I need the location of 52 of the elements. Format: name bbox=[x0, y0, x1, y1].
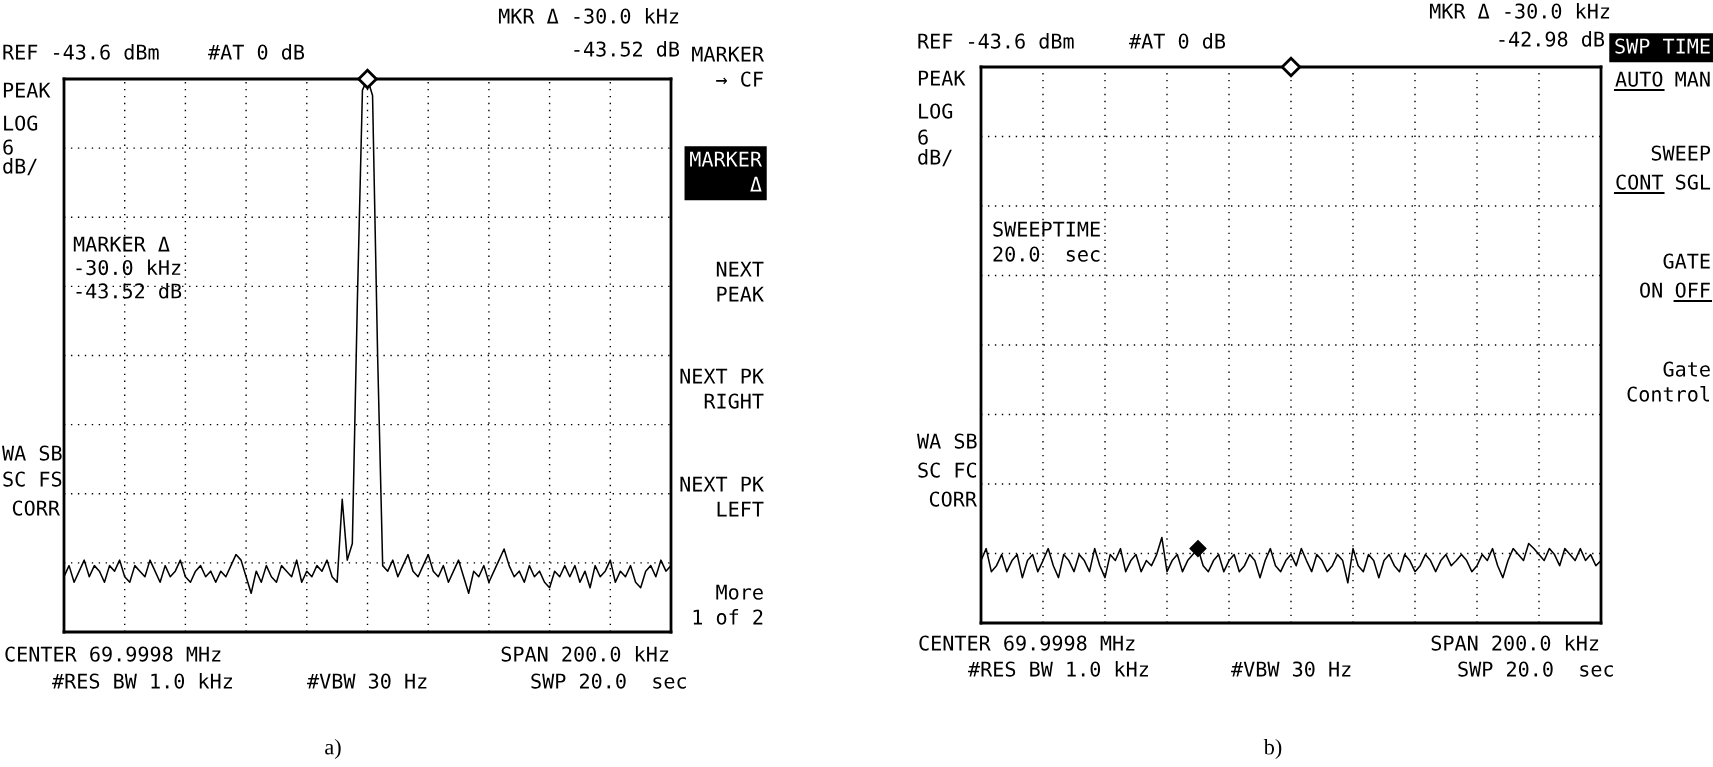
text: ON bbox=[1640, 282, 1662, 298]
text: GATE bbox=[1663, 253, 1710, 269]
text: REF -43.6 dBm bbox=[918, 33, 1074, 49]
text: dB/ bbox=[918, 149, 952, 167]
text: #AT 0 dB bbox=[208, 44, 305, 60]
text: SWEEPTIME 20.0 sec bbox=[993, 221, 1100, 262]
text: -42.98 dB bbox=[1499, 31, 1605, 47]
text: WA SB bbox=[917, 433, 977, 449]
text: LOG bbox=[4, 115, 38, 131]
text: #VBW 30 Hz bbox=[307, 673, 427, 689]
text: REF -43.6 dBm bbox=[3, 44, 159, 60]
text: #AT 0 dB bbox=[1129, 33, 1226, 49]
text: 6 bbox=[918, 129, 928, 145]
text: More 1 of 2 bbox=[693, 584, 763, 625]
text: CORR bbox=[12, 500, 60, 516]
text: MKR Δ -30.0 kHz bbox=[498, 8, 679, 24]
text: SPAN 200.0 kHz bbox=[501, 646, 669, 662]
text: MARKER → CF bbox=[692, 46, 764, 87]
text: PEAK bbox=[918, 70, 966, 86]
text: SWP 20.0 sec bbox=[531, 673, 686, 689]
text: MARKER Δ bbox=[690, 151, 762, 192]
text: Gate Control bbox=[1627, 361, 1710, 402]
text: -43.52 dB bbox=[574, 41, 680, 57]
text: CENTER 69.9998 MHz bbox=[919, 635, 1135, 651]
text: SWP TIME bbox=[1615, 38, 1710, 54]
text: NEXT PK RIGHT bbox=[680, 368, 764, 409]
text: WA SB bbox=[2, 445, 62, 461]
text: SC FC bbox=[918, 462, 977, 478]
text: OFF bbox=[1675, 282, 1710, 298]
text: 6 bbox=[3, 139, 13, 155]
text: LOG bbox=[919, 103, 953, 119]
text: NEXT PK LEFT bbox=[680, 476, 764, 517]
text: AUTO bbox=[1615, 71, 1663, 87]
text: b) bbox=[1263, 738, 1282, 760]
text: a) bbox=[325, 738, 341, 760]
text: #RES BW 1.0 kHz bbox=[52, 673, 232, 689]
text: CONT bbox=[1616, 174, 1664, 190]
text: SPAN 200.0 kHz bbox=[1431, 635, 1599, 651]
text: SC FS bbox=[3, 471, 62, 487]
text: SWP 20.0 sec bbox=[1458, 661, 1613, 677]
text: MAN bbox=[1675, 71, 1710, 87]
text: SWEEP bbox=[1651, 145, 1711, 161]
text: #VBW 30 Hz bbox=[1231, 661, 1351, 677]
annotation: MARKER Δ -30.0 kHz -43.52 dB bbox=[73, 236, 182, 299]
text: MKR Δ -30.0 kHz bbox=[1429, 3, 1610, 19]
text: CORR bbox=[929, 491, 977, 507]
text: dB/ bbox=[3, 158, 37, 176]
text: NEXT PEAK bbox=[716, 261, 764, 302]
text: CENTER 69.9998 MHz bbox=[5, 646, 221, 662]
text: SGL bbox=[1675, 174, 1711, 190]
text: #RES BW 1.0 kHz bbox=[968, 661, 1148, 677]
text: PEAK bbox=[3, 82, 51, 98]
